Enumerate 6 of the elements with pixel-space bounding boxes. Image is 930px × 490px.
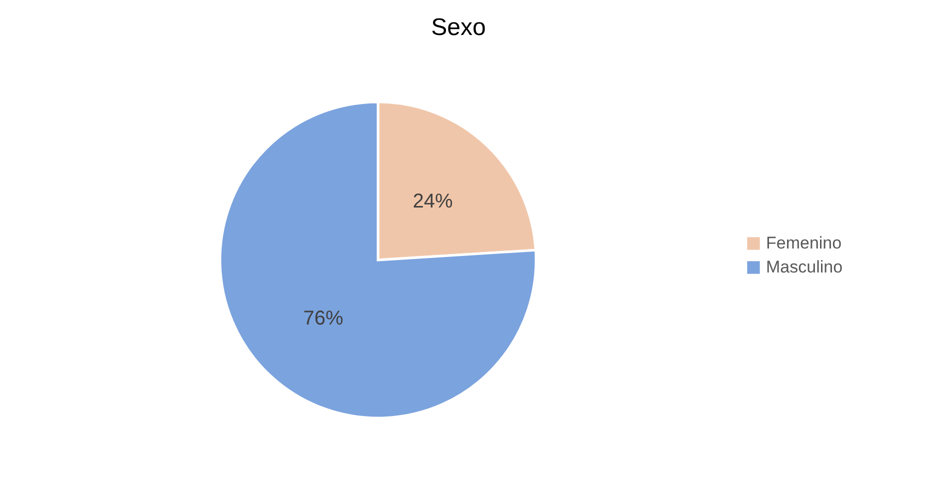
legend-label: Femenino	[766, 234, 842, 252]
legend-label: Masculino	[766, 258, 843, 276]
data-label: 76%	[303, 307, 344, 330]
pie-slice	[218, 100, 537, 420]
data-label: 24%	[412, 190, 453, 213]
chart-title: Sexo	[431, 14, 486, 41]
